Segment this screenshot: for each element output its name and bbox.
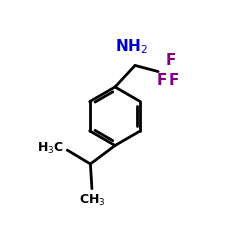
Text: F: F	[169, 73, 179, 88]
Text: CH$_3$: CH$_3$	[78, 192, 105, 208]
Text: F: F	[156, 73, 167, 88]
Text: H$_3$C: H$_3$C	[37, 141, 64, 156]
Text: F: F	[166, 53, 176, 68]
Text: NH$_2$: NH$_2$	[116, 38, 148, 56]
